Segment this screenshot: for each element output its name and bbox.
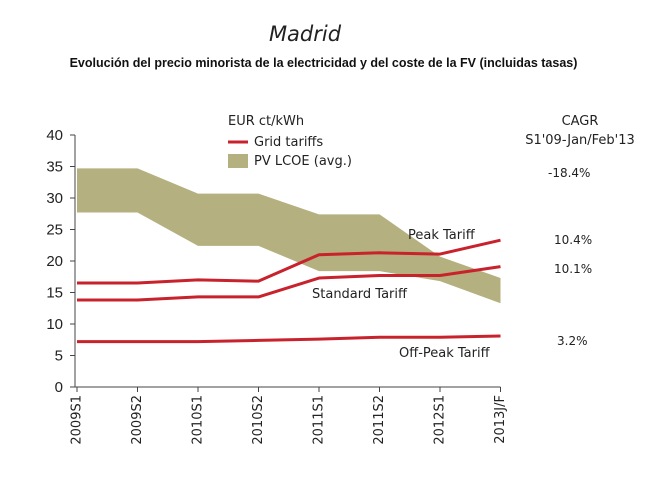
cagr-title: CAGR (561, 114, 599, 129)
y-tick-label: 20 (46, 253, 63, 270)
label-layer: Peak Tariff Standard Tariff Off-Peak Tarif… (312, 228, 491, 361)
x-tick-label: 2010S1 (191, 395, 206, 445)
peak-tariff-label: Peak Tariff (408, 228, 476, 243)
y-tick-label: 0 (55, 379, 63, 396)
x-tick-label: 2010S2 (251, 395, 266, 445)
y-tick-label: 5 (55, 348, 63, 365)
legend-label: PV LCOE (avg.) (254, 154, 352, 169)
peak-tariff-line (77, 238, 501, 285)
cagr-value-peak: 10.4% (554, 233, 593, 247)
band-layer (77, 168, 501, 304)
axis-layer: 0 5 10 15 20 25 30 35 40 2009S1 2009S2 2010S1 2010S2… (46, 127, 508, 445)
standard-tariff-line (77, 265, 501, 302)
y-tick-label: 25 (46, 222, 63, 239)
x-tick-label: 2013J/F (493, 395, 508, 444)
cagr-value-standard: 10.1% (554, 262, 593, 276)
y-tick-label: 40 (46, 127, 63, 144)
x-tick-label: 2012S1 (433, 395, 448, 445)
off-peak-tariff-label: Off-Peak Tariff (399, 346, 491, 361)
chart-subtitle: Evolución del precio minorista de la ele… (69, 56, 578, 70)
series-layer (77, 238, 501, 344)
unit-label: EUR ct/kWh (228, 114, 304, 129)
x-tick-label: 2009S1 (70, 395, 85, 445)
x-tick-label: 2011S1 (312, 395, 327, 445)
cagr-value-offpeak: 3.2% (557, 334, 588, 348)
y-tick-label: 10 (46, 316, 63, 333)
off-peak-tariff-line (77, 334, 501, 344)
cagr-period: S1'09-Jan/Feb'13 (525, 133, 635, 148)
y-tick-label: 35 (46, 159, 63, 176)
y-tick-label: 30 (46, 190, 63, 207)
legend-swatch-pv-lcoe (228, 154, 248, 168)
x-tick-label: 2011S2 (372, 395, 387, 445)
chart-title: Madrid (268, 22, 342, 46)
legend-label: Grid tariffs (254, 135, 323, 150)
standard-tariff-label: Standard Tariff (312, 287, 408, 302)
pv-lcoe-band (77, 168, 501, 304)
cagr-value-pv: -18.4% (548, 166, 591, 180)
legend: EUR ct/kWh Grid tariffs PV LCOE (avg.) (228, 114, 352, 169)
y-tick-label: 15 (46, 285, 63, 302)
x-tick-label: 2009S2 (130, 395, 145, 445)
